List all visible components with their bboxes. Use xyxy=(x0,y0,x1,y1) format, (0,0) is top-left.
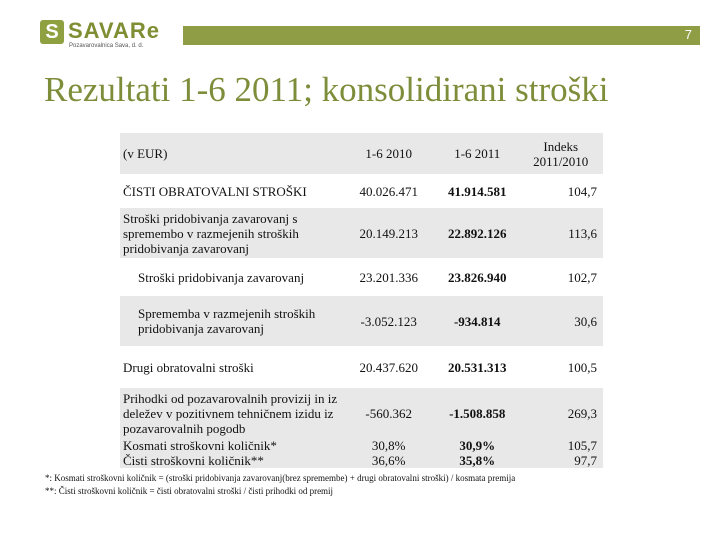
value-2011: 22.892.126 xyxy=(432,208,522,258)
value-2010: -560.362 xyxy=(344,388,433,438)
row-label: Čisti stroškovni količnik** xyxy=(120,453,345,468)
header-bar: 7 xyxy=(183,26,700,45)
table-row: Stroški pridobivanja zavarovanj 23.201.3… xyxy=(120,258,603,296)
slide-title: Rezultati 1-6 2011; konsolidirani strošk… xyxy=(44,70,609,109)
value-2011: 41.914.581 xyxy=(447,183,507,199)
footnote-net-ratio: **: Čisti stroškovni količnik = čisti ob… xyxy=(45,486,334,496)
value-index: 269,3 xyxy=(521,388,603,438)
value-index: 113,6 xyxy=(521,208,603,258)
logo: S SAVARe Pozavarovalnica Sava, d. d. xyxy=(40,18,175,52)
table-row: Čisti stroškovni količnik** 36,6% 35,8% … xyxy=(120,453,603,468)
value-2010: 30,8% xyxy=(344,438,433,453)
table-row: ČISTI OBRATOVALNI STROŠKI 40.026.471 41.… xyxy=(120,174,603,208)
row-label: Sprememba v razmejenih stroških pridobiv… xyxy=(120,296,345,346)
logo-subtitle: Pozavarovalnica Sava, d. d. xyxy=(69,43,144,49)
value-2011: 30,9% xyxy=(432,438,522,453)
row-label: Prihodki od pozavarovalnih provizij in i… xyxy=(120,388,345,438)
value-2011: -1.508.858 xyxy=(432,388,522,438)
row-label: Drugi obratovalni stroški xyxy=(123,359,254,375)
footnotes: *: Kosmati stroškovni količnik = (strošk… xyxy=(45,472,515,498)
value-index: 100,5 xyxy=(567,359,597,375)
value-2011: 35,8% xyxy=(432,453,522,468)
value-index: 105,7 xyxy=(521,438,603,453)
table-header-row: (v EUR) 1-6 2010 1-6 2011 Indeks 2011/20… xyxy=(120,133,603,174)
value-2011: 20.531.313 xyxy=(447,359,507,375)
table-row: Prihodki od pozavarovalnih provizij in i… xyxy=(120,388,603,438)
value-index: 104,7 xyxy=(567,183,597,199)
row-label: ČISTI OBRATOVALNI STROŠKI xyxy=(123,183,307,199)
table-row: Sprememba v razmejenih stroških pridobiv… xyxy=(120,296,603,346)
value-2010: 20.437.620 xyxy=(359,359,418,375)
table-row: Drugi obratovalni stroški 20.437.620 20.… xyxy=(120,346,603,388)
footnote-gross-ratio: *: Kosmati stroškovni količnik = (strošk… xyxy=(45,473,516,483)
page-number: 7 xyxy=(684,27,692,42)
header-2010: 1-6 2010 xyxy=(344,133,433,174)
value-2010: 36,6% xyxy=(344,453,433,468)
header-2011: 1-6 2011 xyxy=(432,133,522,174)
value-2010: 20.149.213 xyxy=(344,208,433,258)
value-2010: 23.201.336 xyxy=(359,269,418,285)
value-2011: -934.814 xyxy=(432,296,522,346)
table-row: Stroški pridobivanja zavarovanj s spreme… xyxy=(120,208,603,258)
row-label: Stroški pridobivanja zavarovanj xyxy=(138,269,305,285)
row-label: Kosmati stroškovni količnik* xyxy=(120,438,345,453)
value-2011: 23.826.940 xyxy=(447,269,507,285)
value-2010: 40.026.471 xyxy=(359,183,418,199)
value-index: 102,7 xyxy=(567,269,597,285)
logo-mark: S xyxy=(40,20,64,44)
header-unit: (v EUR) xyxy=(120,133,345,174)
row-label: Stroški pridobivanja zavarovanj s spreme… xyxy=(120,208,345,258)
value-2010: -3.052.123 xyxy=(344,296,433,346)
costs-table: (v EUR) 1-6 2010 1-6 2011 Indeks 2011/20… xyxy=(120,133,603,468)
value-index: 97,7 xyxy=(521,453,603,468)
value-index: 30,6 xyxy=(521,296,603,346)
logo-name: SAVARe xyxy=(68,18,160,43)
table-row: Kosmati stroškovni količnik* 30,8% 30,9%… xyxy=(120,438,603,453)
header-index: Indeks 2011/2010 xyxy=(521,133,603,174)
